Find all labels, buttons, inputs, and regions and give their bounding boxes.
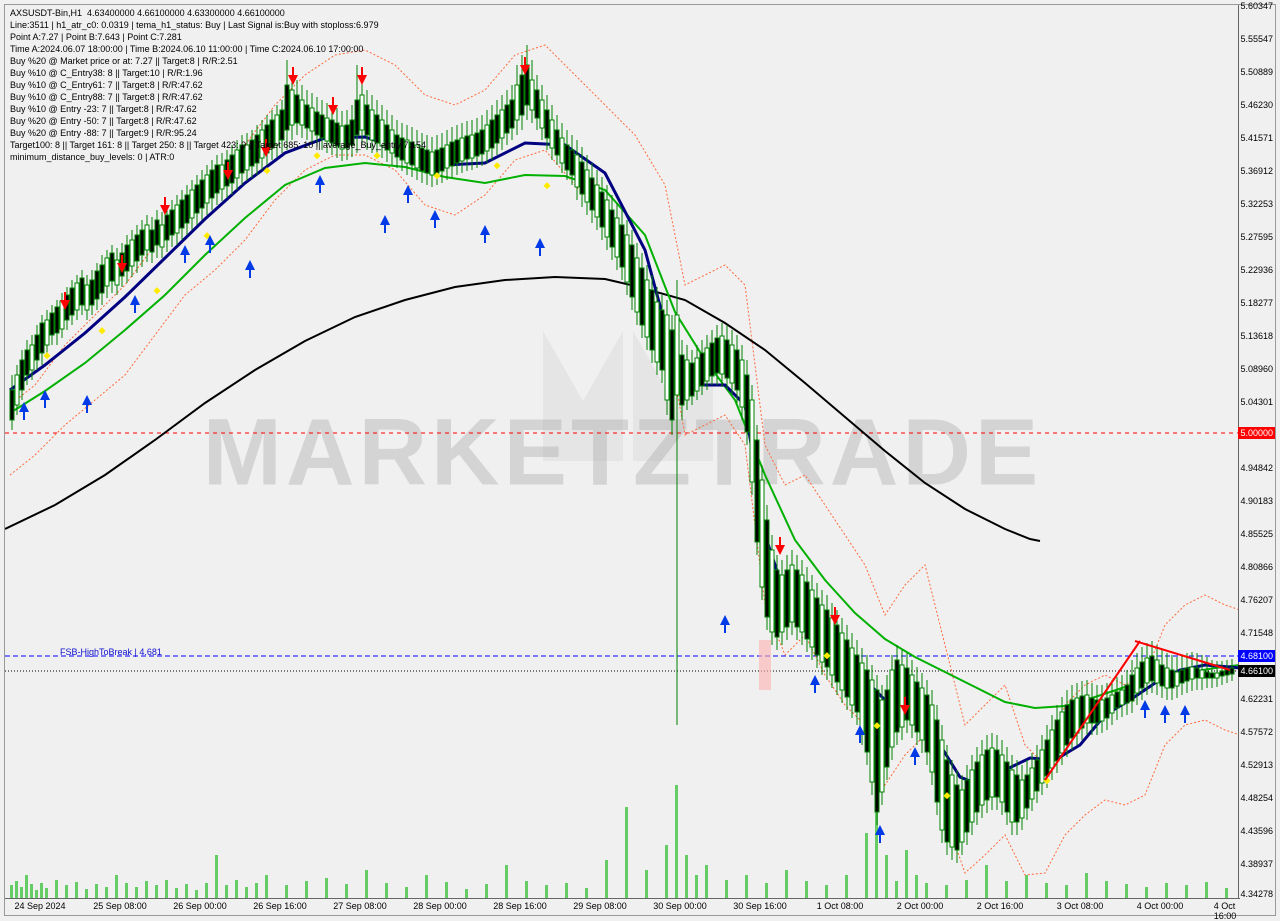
channel-lines [10,45,1240,875]
x-tick: 28 Sep 16:00 [493,901,547,911]
info-line-11: minimum_distance_buy_levels: 0 | ATR:0 [10,152,174,162]
y-tick: 4.48254 [1240,793,1273,803]
x-tick: 4 Oct 00:00 [1137,901,1184,911]
y-tick: 5.41571 [1240,133,1273,143]
info-line-2: Time A:2024.06.07 18:00:00 | Time B:2024… [10,44,363,54]
info-line-3: Buy %20 @ Market price or at: 7.27 || Ta… [10,56,238,66]
price-tag-blue: 4.68100 [1238,650,1275,662]
y-tick: 4.62231 [1240,694,1273,704]
y-tick: 4.34278 [1240,889,1273,899]
y-tick: 4.76207 [1240,595,1273,605]
x-tick: 24 Sep 2024 [14,901,65,911]
price-tag-red: 5.00000 [1238,427,1275,439]
y-tick: 4.80866 [1240,562,1273,572]
fsb-label: FSB-HighToBreak | 4.681 [60,647,162,657]
y-tick: 4.52913 [1240,760,1273,770]
x-tick: 30 Sep 16:00 [733,901,787,911]
chart-container: MARKETZTRADE [4,4,1276,916]
y-tick: 4.90183 [1240,496,1273,506]
highlight-zone [759,640,771,690]
y-tick: 5.08960 [1240,364,1273,374]
x-tick: 28 Sep 00:00 [413,901,467,911]
yellow-markers [43,152,1050,799]
y-tick: 4.71548 [1240,628,1273,638]
y-tick: 5.36912 [1240,166,1273,176]
y-tick: 5.55547 [1240,34,1273,44]
info-line-5: Buy %10 @ C_Entry61: 7 || Target:8 | R/R… [10,80,203,90]
ma-green [10,163,1240,708]
x-tick: 1 Oct 08:00 [817,901,864,911]
buy-arrows [19,175,1190,843]
x-tick: 26 Sep 00:00 [173,901,227,911]
y-tick: 4.57572 [1240,727,1273,737]
info-line-0: Line:3511 | h1_atr_c0: 0.0319 | tema_h1_… [10,20,379,30]
x-tick: 26 Sep 16:00 [253,901,307,911]
x-tick: 2 Oct 16:00 [977,901,1024,911]
y-tick: 5.60347 [1240,1,1273,11]
y-axis: 5.60347 5.55547 5.50889 5.46230 5.41571 … [1238,5,1275,900]
sell-arrows [60,57,910,715]
y-tick: 5.04301 [1240,397,1273,407]
y-tick: 5.46230 [1240,100,1273,110]
x-tick: 29 Sep 08:00 [573,901,627,911]
info-line-6: Buy %10 @ C_Entry88: 7 || Target:8 | R/R… [10,92,203,102]
info-line-9: Buy %20 @ Entry -88: 7 || Target:9 | R/R… [10,128,197,138]
candlesticks [10,45,1234,863]
x-tick: 3 Oct 08:00 [1057,901,1104,911]
y-tick: 5.32253 [1240,199,1273,209]
y-tick: 4.38937 [1240,859,1273,869]
y-tick: 4.85525 [1240,529,1273,539]
x-tick: 27 Sep 08:00 [333,901,387,911]
x-tick: 30 Sep 00:00 [653,901,707,911]
y-tick: 5.50889 [1240,67,1273,77]
y-tick: 5.27595 [1240,232,1273,242]
chart-title: AXSUSDT-Bin,H1 4.63400000 4.66100000 4.6… [10,8,285,18]
y-tick: 5.13618 [1240,331,1273,341]
watermark-logo [523,281,723,481]
chart-plot-area[interactable]: MARKETZTRADE [5,5,1240,900]
x-tick: 2 Oct 00:00 [897,901,944,911]
y-tick: 5.22936 [1240,265,1273,275]
x-axis: 24 Sep 2024 25 Sep 08:00 26 Sep 00:00 26… [5,898,1240,915]
watermark-text: MARKETZTRADE [203,398,1043,507]
info-line-7: Buy %10 @ Entry -23: 7 || Target:8 | R/R… [10,104,197,114]
info-line-4: Buy %10 @ C_Entry38: 8 || Target:10 | R/… [10,68,203,78]
y-tick: 4.94842 [1240,463,1273,473]
price-tag-current: 4.66100 [1238,665,1275,677]
x-tick: 25 Sep 08:00 [93,901,147,911]
volume-bars [10,780,1228,898]
x-tick: 4 Oct 16:00 [1214,901,1237,921]
info-line-10: Target100: 8 || Target 161: 8 || Target … [10,140,426,150]
info-line-8: Buy %20 @ Entry -50: 7 || Target:8 | R/R… [10,116,197,126]
y-tick: 4.43596 [1240,826,1273,836]
ma-blue [10,137,1240,785]
trend-lines [1045,641,1230,780]
y-tick: 5.18277 [1240,298,1273,308]
info-line-1: Point A:7.27 | Point B:7.643 | Point C:7… [10,32,182,42]
ma-black [5,277,1040,541]
